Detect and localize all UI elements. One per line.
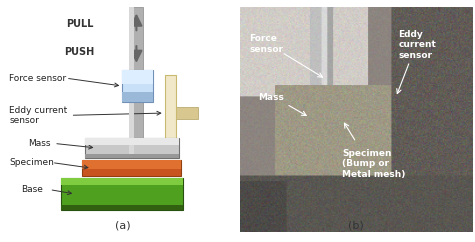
Bar: [123, 70, 153, 84]
Bar: [85, 138, 179, 145]
Bar: [165, 107, 198, 119]
Bar: [129, 7, 143, 154]
Text: Base: Base: [21, 185, 43, 194]
Text: PULL: PULL: [66, 19, 94, 29]
Bar: [123, 92, 153, 102]
Text: Specimen
(Bump or
Metal mesh): Specimen (Bump or Metal mesh): [342, 149, 406, 179]
Text: Eddy current: Eddy current: [10, 106, 68, 115]
Text: Specimen: Specimen: [10, 158, 54, 167]
Text: PUSH: PUSH: [64, 47, 94, 57]
Text: sensor: sensor: [10, 116, 39, 125]
Text: Force
sensor: Force sensor: [249, 34, 283, 54]
Text: Force sensor: Force sensor: [10, 74, 66, 83]
Bar: [123, 70, 153, 102]
Text: (a): (a): [114, 220, 130, 230]
Bar: [165, 75, 176, 151]
Bar: [61, 178, 183, 210]
Bar: [85, 154, 179, 158]
Bar: [129, 7, 134, 154]
Text: Mass: Mass: [28, 139, 51, 148]
Bar: [61, 205, 183, 210]
Text: Mass: Mass: [258, 93, 285, 102]
Bar: [85, 138, 179, 158]
Bar: [82, 160, 181, 176]
Bar: [61, 178, 183, 185]
Bar: [82, 160, 181, 169]
Text: (b): (b): [348, 220, 364, 230]
Text: Eddy
current
sensor: Eddy current sensor: [398, 30, 436, 60]
